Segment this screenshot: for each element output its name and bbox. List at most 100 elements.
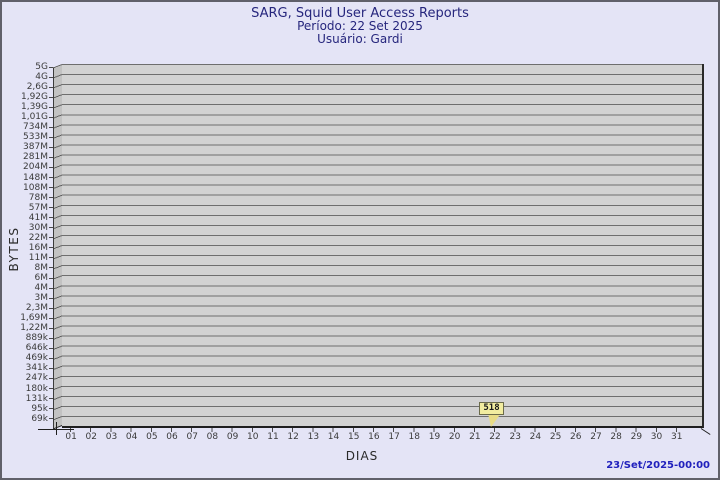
y-tick-mark <box>49 156 53 158</box>
y-axis-tick-label: 41M <box>2 213 53 223</box>
y-axis-tick-label: 889k <box>2 333 53 343</box>
x-axis-tick-label: 10 <box>247 432 259 442</box>
y-tick-mark <box>49 96 53 98</box>
x-axis-tick-label: 19 <box>428 432 441 442</box>
y-tick-mark <box>49 146 53 148</box>
x-axis-title: DIAS <box>345 449 379 463</box>
y-tick-mark <box>49 388 53 390</box>
x-axis-tick-label: 21 <box>469 432 481 442</box>
y-axis-tick-label: 2,6G <box>2 82 53 92</box>
y-tick-mark <box>49 76 53 78</box>
y-axis-tick-label: 281M <box>2 152 53 162</box>
chart-header: SARG, Squid User Access Reports Período:… <box>2 7 718 46</box>
y-axis-tick-label: 734M <box>2 122 53 132</box>
x-axis-tick-label: 12 <box>287 432 299 442</box>
x-axis-tick-label: 29 <box>630 432 643 442</box>
x-axis-tick-labels: 01 02 03 04 05 06 07 08 09 10 11 12 13 14 15 16 17 18 19 20… <box>61 432 688 443</box>
y-tick-mark <box>49 367 53 369</box>
y-tick-mark <box>49 327 53 329</box>
y-tick-mark <box>49 166 53 168</box>
y-tick-mark <box>49 347 53 349</box>
y-tick-mark <box>49 408 53 410</box>
y-tick-mark <box>49 177 53 179</box>
y-axis-tick-label: 131k <box>2 394 53 404</box>
y-axis-tick-label: 148M <box>2 173 53 183</box>
x-axis-tick-label: 03 <box>105 432 118 442</box>
y-axis-tick-label: 6M <box>2 273 53 283</box>
data-point-flag-value: 518 <box>479 402 504 415</box>
x-axis-tick-label: 25 <box>549 432 562 442</box>
y-axis-tick-label: 78M <box>2 193 53 203</box>
y-axis-tick-label: 341k <box>2 363 53 373</box>
x-axis-tick-label: 18 <box>408 432 420 442</box>
x-axis-tick-label: 11 <box>267 432 279 442</box>
y-axis-tick-label: 1,22M <box>2 323 53 333</box>
y-tick-mark <box>49 106 53 108</box>
y-axis-tick-label: 16M <box>2 243 53 253</box>
x-axis-tick-label: 30 <box>650 432 663 442</box>
y-tick-mark <box>49 187 53 189</box>
y-axis-tick-label: 646k <box>2 343 53 353</box>
y-tick-mark <box>49 207 53 209</box>
y-axis-tick-label: 11M <box>2 253 53 263</box>
y-axis-tick-label: 247k <box>2 373 53 383</box>
x-axis-tick-label: 05 <box>146 432 158 442</box>
y-tick-mark <box>49 317 53 319</box>
y-tick-mark <box>49 136 53 138</box>
y-axis-tick-labels: 5G 4G 2,6G 1,92G 1,39G 1,01G 734M 533M 387M 281M 2… <box>2 62 53 425</box>
y-tick-mark <box>49 277 53 279</box>
y-tick-mark <box>49 297 53 299</box>
x-axis-tick-label: 02 <box>85 432 97 442</box>
y-tick-mark <box>49 227 53 229</box>
y-axis-tick-label: 469k <box>2 353 53 363</box>
y-axis-tick-label: 95k <box>2 404 53 414</box>
y-tick-mark <box>49 126 53 128</box>
y-tick-mark <box>49 257 53 259</box>
left-wall-3d <box>53 64 62 430</box>
x-axis-tick-label: 13 <box>307 432 320 442</box>
x-axis-tick-label: 24 <box>529 432 542 442</box>
y-tick-mark <box>49 247 53 249</box>
y-axis-tick-label: 3M <box>2 293 53 303</box>
generation-timestamp: 23/Set/2025-00:00 <box>606 460 710 471</box>
y-axis-tick-label: 30M <box>2 223 53 233</box>
chart-title: SARG, Squid User Access Reports <box>251 6 469 21</box>
y-tick-mark <box>49 377 53 379</box>
y-tick-mark <box>49 418 53 420</box>
x-axis-tick-label: 31 <box>670 432 683 442</box>
y-axis-tick-label: 4G <box>2 72 53 82</box>
y-axis-tick-label: 5G <box>2 62 53 72</box>
plot-area <box>62 64 704 428</box>
y-tick-mark <box>49 116 53 118</box>
x-axis-tick-label: 28 <box>610 432 622 442</box>
origin-axis-vertical <box>56 422 57 435</box>
y-axis-tick-label: 4M <box>2 283 53 293</box>
y-tick-mark <box>49 357 53 359</box>
y-tick-mark <box>49 398 53 400</box>
x-axis-tick-label: 22 <box>489 432 501 442</box>
y-tick-mark <box>49 307 53 309</box>
y-axis-tick-label: 1,39G <box>2 102 53 112</box>
y-axis-tick-label: 387M <box>2 142 53 152</box>
x-axis-tick-label: 07 <box>186 432 198 442</box>
floor-corner-bevel <box>700 428 711 435</box>
y-axis-tick-label: 57M <box>2 203 53 213</box>
x-axis-tick-label: 16 <box>368 432 380 442</box>
y-tick-mark <box>49 197 53 199</box>
y-axis-tick-label: 8M <box>2 263 53 273</box>
y-tick-mark <box>49 237 53 239</box>
x-axis-tick-label: 14 <box>327 432 340 442</box>
y-tick-mark <box>49 66 53 68</box>
y-axis-tick-label: 1,69M <box>2 313 53 323</box>
data-point-flag-pennant <box>488 415 500 427</box>
x-axis-tick-label: 17 <box>388 432 400 442</box>
x-axis-tick-label: 23 <box>509 432 521 442</box>
y-axis-tick-label: 180k <box>2 384 53 394</box>
y-axis-tick-label: 204M <box>2 162 53 172</box>
x-axis-tick-label: 27 <box>590 432 602 442</box>
chart-subtitle-user: Usuário: Gardi <box>317 32 403 46</box>
chart-subtitle-period: Período: 22 Set 2025 <box>297 19 423 33</box>
y-tick-mark <box>49 267 53 269</box>
y-tick-mark <box>49 287 53 289</box>
